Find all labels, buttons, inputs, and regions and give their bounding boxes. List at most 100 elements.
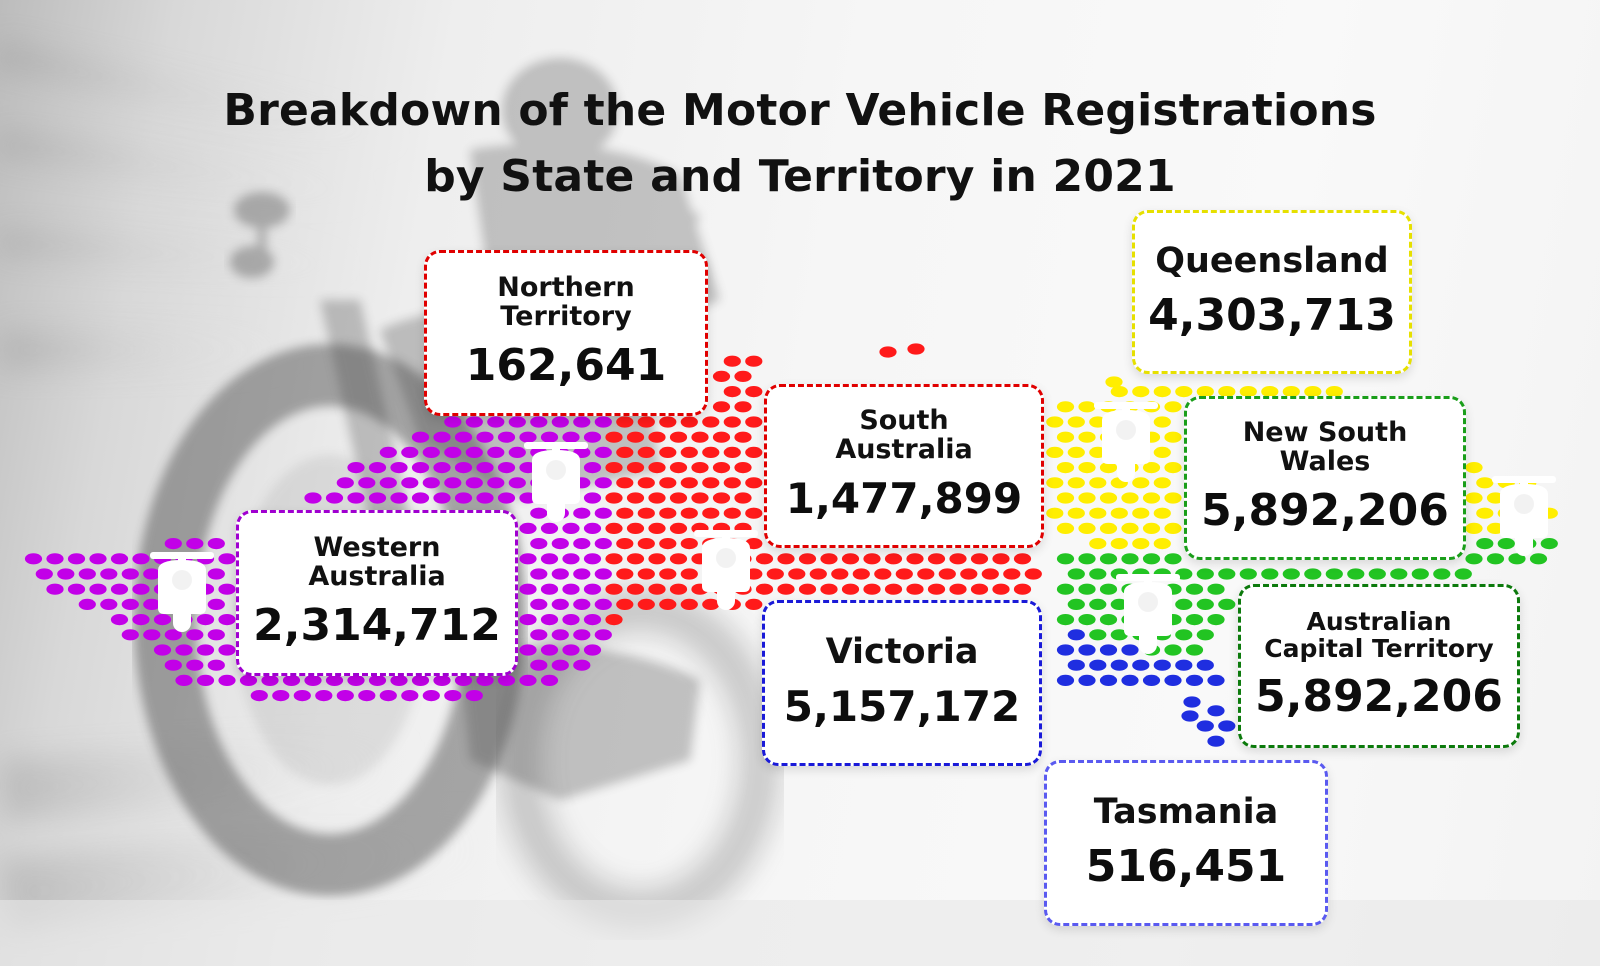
victoria-card: Victoria 5,157,172 — [762, 600, 1042, 766]
sa-map-dot — [669, 583, 688, 595]
qld-map-dot — [1121, 522, 1139, 535]
qld-map-dot — [1099, 522, 1118, 535]
wa-map-dot — [325, 492, 344, 504]
wa-map-dot — [519, 614, 537, 626]
nt-map-dot — [702, 507, 720, 519]
wa-map-dot — [573, 598, 591, 611]
nsw-map-dot — [1110, 629, 1128, 641]
qld-map-dot — [1067, 477, 1085, 489]
nt-map-dot — [605, 522, 623, 535]
vic-map-dot — [1078, 674, 1096, 687]
nsw-map-dot — [1099, 614, 1118, 626]
wa-map-dot — [422, 477, 440, 489]
wa-map-dot — [519, 583, 537, 595]
sa-map-dot — [669, 553, 688, 565]
scooter-icon — [1094, 402, 1158, 482]
sa-map-dot — [605, 553, 623, 565]
qld-map-dot — [1046, 416, 1064, 428]
wa-map-dot — [347, 462, 365, 474]
nt-map-dot — [723, 386, 741, 398]
nsw-map-dot — [1196, 568, 1214, 580]
nt-map-dot — [723, 416, 741, 428]
island-map-dot — [907, 343, 925, 355]
sa-map-dot — [680, 598, 698, 611]
qld-map-dot — [1110, 386, 1128, 398]
wa-map-dot — [540, 674, 559, 687]
wa-map-dot — [562, 644, 580, 656]
qld-map-dot — [1486, 492, 1505, 504]
nsw-map-dot — [1486, 553, 1505, 565]
wa-map-dot — [583, 492, 602, 504]
nt-map-dot — [637, 416, 655, 428]
wa-map-dot — [379, 446, 397, 458]
nt-map-dot — [680, 507, 698, 519]
nt-map-dot — [637, 538, 655, 550]
nt-map-dot — [712, 370, 731, 382]
nt-map-dot — [734, 462, 752, 474]
nsw-map-dot — [1207, 583, 1225, 595]
sa-map-dot — [702, 598, 720, 611]
nt-map-dot — [712, 462, 731, 474]
sa-map-dot — [605, 614, 623, 626]
wa-map-dot — [476, 674, 494, 687]
nsw-map-dot — [1347, 568, 1365, 580]
sa-map-dot — [648, 553, 666, 565]
wa-map-dot — [583, 553, 602, 565]
nt-map-dot — [734, 431, 752, 443]
wa-map-dot — [594, 507, 612, 519]
nt-map-dot — [745, 355, 763, 367]
wa-map-dot — [454, 431, 473, 443]
qld-map-dot — [1153, 446, 1171, 458]
region-value: 162,641 — [465, 340, 667, 391]
wa-map-dot — [583, 644, 602, 656]
wa-map-dot — [476, 492, 494, 504]
qld-map-dot — [1304, 386, 1322, 398]
qld-map-dot — [1078, 492, 1096, 504]
nsw-map-dot — [1368, 568, 1386, 580]
wa-map-dot — [594, 416, 612, 428]
wa-map-dot — [551, 659, 569, 671]
vic-map-dot — [1121, 644, 1139, 656]
region-value: 2,314,712 — [253, 600, 501, 651]
qld-map-dot — [1078, 431, 1096, 443]
qld-map-dot — [1282, 386, 1300, 398]
wa-map-dot — [594, 568, 612, 580]
wa-map-dot — [67, 553, 86, 565]
sa-map-dot — [605, 583, 623, 595]
qld-map-dot — [1142, 462, 1161, 474]
region-name: New South Wales — [1242, 417, 1408, 477]
qld-map-dot — [1164, 401, 1182, 413]
wa-map-dot — [100, 568, 118, 580]
nt-map-dot — [648, 492, 666, 504]
wa-map-dot — [551, 568, 569, 580]
qld-map-dot — [1099, 492, 1118, 504]
region-name: Australian Capital Territory — [1264, 607, 1494, 663]
wa-map-dot — [583, 431, 602, 443]
qld-map-dot — [1196, 386, 1214, 398]
wa-map-dot — [132, 614, 150, 626]
qld-map-dot — [1153, 386, 1171, 398]
scooter-icon — [694, 530, 758, 610]
sa-map-dot — [798, 583, 817, 595]
region-value: 4,303,713 — [1148, 290, 1396, 341]
wa-map-dot — [530, 507, 548, 519]
tas-map-dot — [1196, 720, 1214, 732]
tas-map-dot — [1207, 705, 1225, 717]
nt-map-dot — [723, 446, 741, 458]
wa-map-dot — [444, 477, 462, 489]
wa-map-dot — [573, 659, 591, 671]
wa-map-dot — [433, 674, 451, 687]
nsw-map-dot — [1185, 644, 1204, 656]
wa-map-dot — [368, 492, 387, 504]
wa-map-dot — [175, 674, 193, 687]
nsw-map-dot — [1185, 614, 1204, 626]
sa-map-dot — [992, 583, 1010, 595]
sa-map-dot — [992, 553, 1010, 565]
wa-map-dot — [540, 522, 559, 535]
sa-map-dot — [777, 583, 795, 595]
nsw-map-dot — [1304, 568, 1322, 580]
wa-map-dot — [594, 598, 612, 611]
wa-map-dot — [110, 583, 129, 595]
nt-map-dot — [745, 386, 763, 398]
wa-map-dot — [594, 477, 612, 489]
